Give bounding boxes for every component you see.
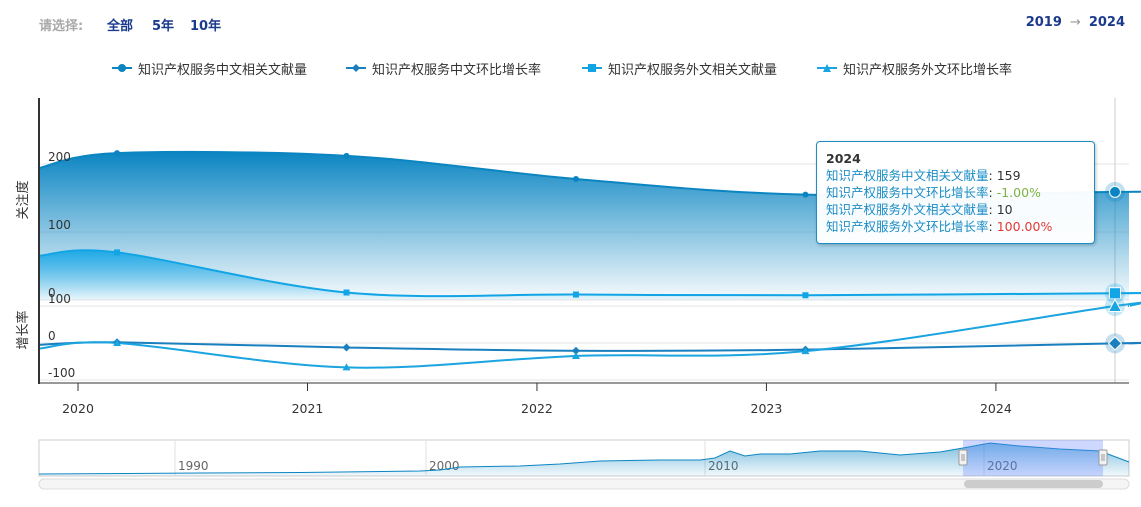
x-tick-label: 2024 (980, 401, 1012, 416)
range-arrow-icon: → (1069, 15, 1081, 30)
tooltip-series-value: 100.00% (996, 219, 1053, 234)
range-all-button[interactable]: 全部 (107, 19, 134, 34)
y-tick-label: 0 (48, 329, 56, 343)
tooltip-row: 知识产权服务中文相关文献量: 159 (826, 168, 1021, 183)
legend-diamond-marker-icon (346, 64, 366, 72)
data-point[interactable] (1109, 185, 1121, 198)
range-5y-button[interactable]: 5年 (152, 19, 175, 34)
data-point[interactable] (113, 339, 122, 346)
tooltip-row: 知识产权服务外文环比增长率: 100.00% (826, 219, 1053, 234)
navigator-tick-label: 1990 (178, 459, 209, 473)
data-point[interactable] (342, 363, 351, 371)
navigator-scrollbar-track[interactable] (38, 478, 1130, 490)
x-tick-label: 2022 (521, 401, 553, 416)
legend-item-en-growth[interactable]: 知识产权服务外文环比增长率 (817, 57, 1012, 79)
y-tick-label: -100 (48, 366, 75, 380)
data-point[interactable] (343, 289, 350, 296)
legend-item-en-volume[interactable]: 知识产权服务外文相关文献量 (582, 57, 777, 79)
data-point[interactable] (114, 249, 121, 256)
x-tick-label: 2023 (751, 401, 783, 416)
navigator-scrollbar-thumb[interactable] (964, 480, 1103, 488)
legend-label-cn-volume: 知识产权服务中文相关文献量 (138, 62, 308, 78)
data-point[interactable] (571, 346, 580, 355)
data-point[interactable] (571, 351, 580, 359)
data-point[interactable] (572, 175, 579, 182)
legend-item-cn-growth[interactable]: 知识产权服务中文环比增长率 (346, 57, 541, 79)
navigator-line (38, 442, 1130, 475)
range-select-label: 请选择: (39, 19, 84, 34)
data-point[interactable] (1107, 336, 1123, 351)
navigator-selection[interactable] (963, 440, 1103, 476)
range-to-year[interactable]: 2024 (1088, 15, 1125, 30)
series-line[interactable] (38, 301, 1141, 369)
y-tick-label: 100 (48, 218, 71, 232)
data-point[interactable] (342, 343, 351, 352)
tooltip-series-name: 知识产权服务外文环比增长率 (826, 219, 989, 234)
navigator-left-handle[interactable] (958, 449, 968, 466)
data-point[interactable] (114, 150, 121, 157)
y-axis-title: 增长率 (15, 310, 31, 349)
range-from-year[interactable]: 2019 (1025, 15, 1062, 30)
y-tick-label: 200 (48, 150, 71, 164)
chart-toolbar: 请选择: 全部 5年 10年 2019 → 2024 (0, 0, 1141, 48)
legend-square-marker-icon (582, 64, 602, 72)
tooltip-title: 2024 (826, 151, 861, 166)
y-axis-title: 关注度 (15, 180, 31, 219)
range-navigator[interactable]: 1990200020102020 (0, 434, 1141, 494)
series-line[interactable] (38, 341, 1141, 352)
tooltip-row: 知识产权服务外文相关文献量: 10 (826, 202, 1013, 217)
legend-label-en-volume: 知识产权服务外文相关文献量 (608, 62, 778, 78)
navigator-right-handle[interactable] (1098, 449, 1108, 466)
y-tick-label: 100 (48, 292, 71, 306)
legend-circle-marker-icon (112, 64, 132, 72)
data-point[interactable] (572, 291, 579, 298)
tooltip-series-name: 知识产权服务外文相关文献量 (826, 202, 989, 217)
x-tick-label: 2020 (62, 401, 94, 416)
tooltip-row: 知识产权服务中文环比增长率: -1.00% (826, 185, 1041, 200)
tooltip-series-value: -1.00% (996, 185, 1041, 200)
series-area-fill (39, 151, 1141, 300)
tooltip-series-name: 知识产权服务中文环比增长率 (826, 185, 989, 200)
x-tick-label: 2021 (292, 401, 324, 416)
legend-label-en-growth: 知识产权服务外文环比增长率 (843, 62, 1013, 78)
data-point[interactable] (802, 191, 809, 198)
data-point[interactable] (1107, 298, 1123, 312)
legend-label-cn-growth: 知识产权服务中文环比增长率 (372, 62, 542, 78)
year-range-display: 2019 → 2024 (1026, 15, 1125, 30)
data-point[interactable] (801, 347, 810, 355)
tooltip-series-value: 159 (996, 168, 1021, 183)
legend-triangle-marker-icon (817, 64, 837, 72)
legend-item-cn-volume[interactable]: 知识产权服务中文相关文献量 (112, 57, 307, 79)
data-point[interactable] (343, 152, 350, 159)
data-point[interactable] (802, 292, 809, 299)
chart-legend: 知识产权服务中文相关文献量 知识产权服务中文环比增长率 知识产权服务外文相关文献… (0, 57, 1141, 81)
tooltip-series-name: 知识产权服务中文相关文献量 (826, 168, 989, 183)
tooltip-series-value: 10 (996, 202, 1013, 217)
y-tick-label: 0 (48, 286, 56, 300)
series-area-fill (39, 250, 1141, 300)
range-10y-button[interactable]: 10年 (190, 19, 222, 34)
chart-tooltip: 2024 知识产权服务中文相关文献量: 159 知识产权服务中文环比增长率: -… (816, 141, 1095, 244)
